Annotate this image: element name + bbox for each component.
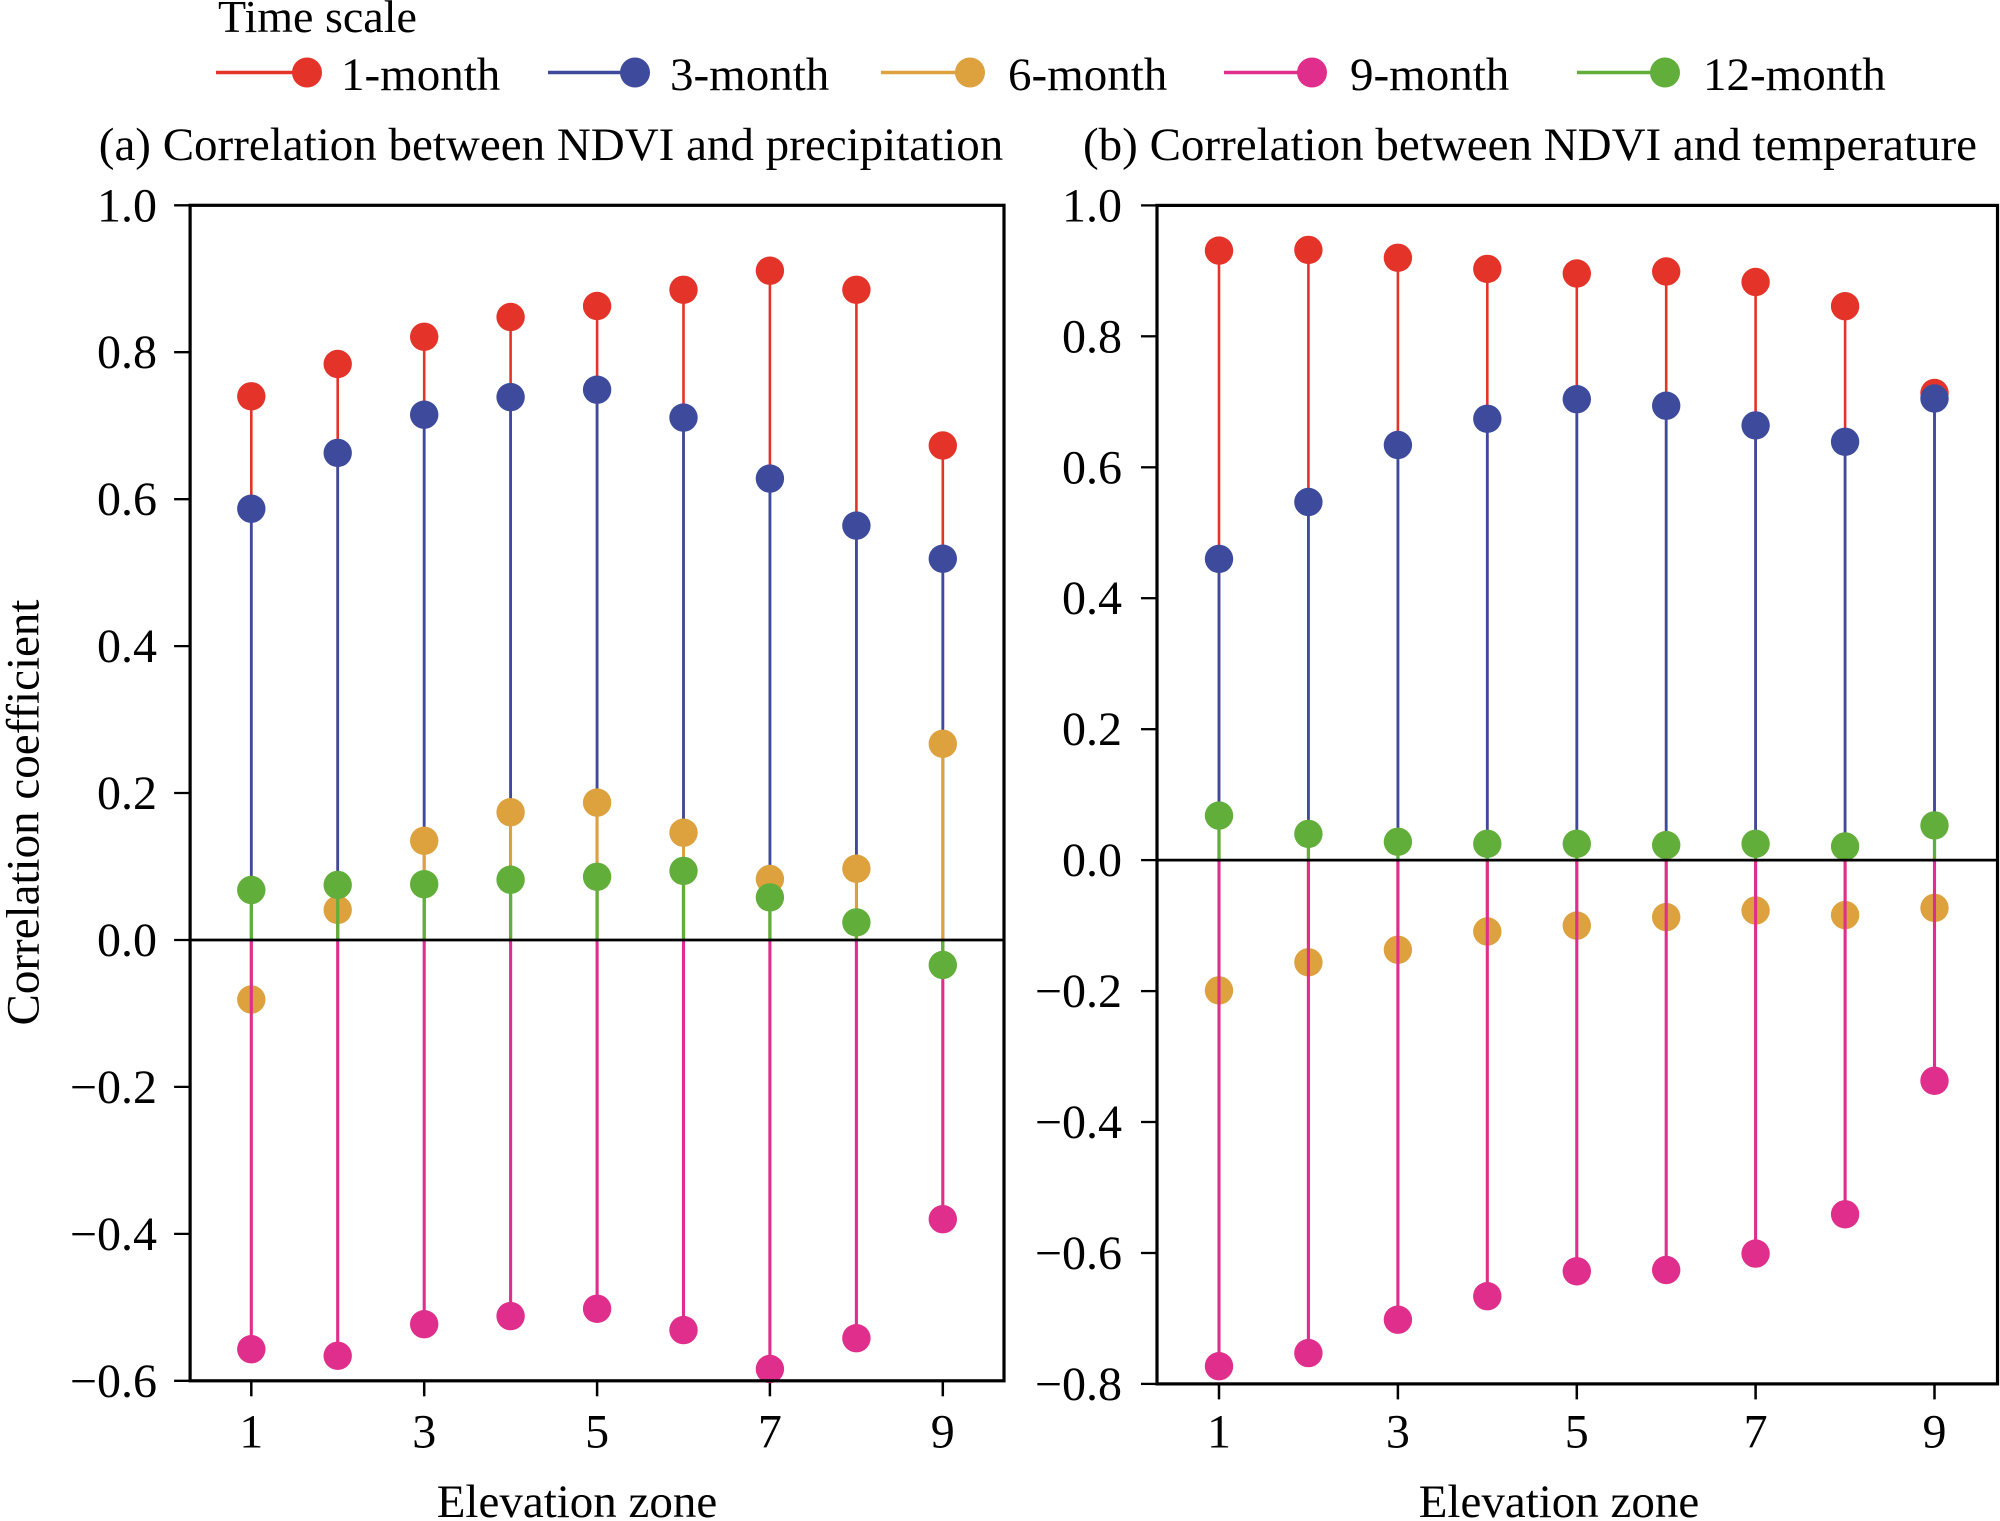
svg-text:0.4: 0.4 (97, 620, 157, 673)
svg-text:Elevation zone: Elevation zone (437, 1476, 718, 1521)
svg-text:0.4: 0.4 (1062, 572, 1122, 625)
svg-text:1-month: 1-month (341, 49, 500, 101)
svg-text:0.8: 0.8 (97, 326, 157, 379)
svg-text:0.0: 0.0 (1062, 834, 1122, 887)
svg-text:12-month: 12-month (1703, 49, 1886, 101)
svg-text:(a) Correlation between NDVI a: (a) Correlation between NDVI and precipi… (99, 119, 1003, 171)
svg-text:1: 1 (1207, 1406, 1231, 1459)
svg-text:7: 7 (758, 1406, 782, 1459)
svg-text:9-month: 9-month (1350, 49, 1509, 101)
svg-text:0.0: 0.0 (97, 914, 157, 967)
svg-text:−0.2: −0.2 (1035, 965, 1122, 1018)
svg-text:Elevation zone: Elevation zone (1419, 1476, 1700, 1521)
svg-text:9: 9 (931, 1406, 955, 1459)
svg-text:1.0: 1.0 (1062, 179, 1122, 232)
svg-text:5: 5 (585, 1406, 609, 1459)
svg-text:−0.6: −0.6 (1035, 1227, 1122, 1280)
svg-text:6-month: 6-month (1008, 49, 1167, 101)
svg-text:3: 3 (1386, 1406, 1410, 1459)
svg-text:1: 1 (239, 1406, 263, 1459)
svg-text:1.0: 1.0 (97, 179, 157, 232)
svg-text:(b) Correlation between NDVI a: (b) Correlation between NDVI and tempera… (1083, 119, 1977, 171)
svg-text:−0.4: −0.4 (70, 1208, 157, 1261)
svg-text:0.2: 0.2 (1062, 703, 1122, 756)
svg-text:−0.4: −0.4 (1035, 1096, 1122, 1149)
svg-text:3-month: 3-month (670, 49, 829, 101)
svg-text:5: 5 (1565, 1406, 1589, 1459)
svg-text:−0.6: −0.6 (70, 1355, 157, 1408)
svg-text:−0.8: −0.8 (1035, 1358, 1122, 1411)
svg-text:−0.2: −0.2 (70, 1061, 157, 1114)
svg-text:0.2: 0.2 (97, 767, 157, 820)
svg-text:Correlation coefficient: Correlation coefficient (0, 600, 50, 1026)
svg-text:0.6: 0.6 (1062, 441, 1122, 494)
svg-text:0.8: 0.8 (1062, 310, 1122, 363)
svg-text:3: 3 (412, 1406, 436, 1459)
svg-text:Time scale: Time scale (218, 0, 417, 42)
svg-text:7: 7 (1744, 1406, 1768, 1459)
svg-text:0.6: 0.6 (97, 473, 157, 526)
svg-text:9: 9 (1923, 1406, 1947, 1459)
